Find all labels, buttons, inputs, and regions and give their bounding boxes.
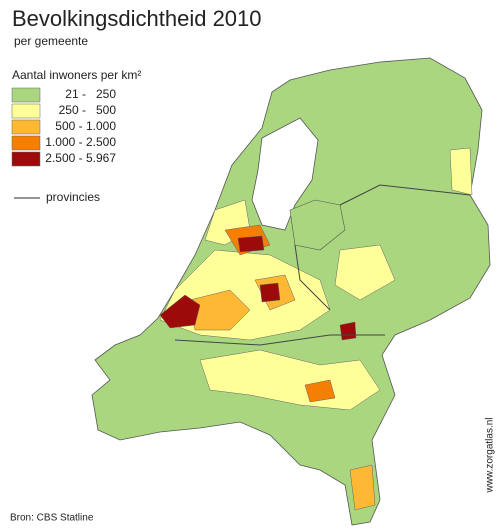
orange-region [349, 464, 376, 511]
legend-title: Aantal inwoners per km² [12, 68, 141, 82]
source: Bron: CBS Statline [10, 513, 94, 524]
legend-label: 250 - 500 [59, 103, 117, 117]
legend-label: 2.500 - 5.967 [45, 151, 116, 165]
legend-label: 21 - 250 [65, 87, 116, 101]
title: Bevolkingsdichtheid 2010 [12, 6, 262, 31]
ijsselmeer [251, 117, 319, 231]
legend-swatch [11, 119, 41, 135]
yellow-region [334, 244, 396, 301]
watermark: www.zorgatlas.nl [485, 417, 496, 493]
legend-label: 1.000 - 2.500 [45, 135, 116, 149]
legend-line-label: provincies [46, 190, 100, 204]
yellow-region [449, 147, 473, 196]
red-region [159, 294, 201, 329]
legend-swatch [11, 103, 41, 119]
legend-swatch [11, 87, 41, 103]
red-region [237, 235, 265, 253]
province-border [174, 184, 471, 346]
legend-swatch [11, 151, 41, 167]
legend-swatch [11, 135, 41, 151]
map [91, 57, 491, 526]
red-region [339, 321, 357, 341]
yellow-region [199, 349, 381, 411]
legend-label: 500 - 1.000 [55, 119, 116, 133]
legend: 21 - 250 250 - 500 500 - 1.000 1.000 - 2.50… [11, 87, 117, 167]
subtitle: per gemeente [14, 34, 88, 48]
orange-region [304, 379, 336, 403]
red-region [259, 282, 281, 303]
